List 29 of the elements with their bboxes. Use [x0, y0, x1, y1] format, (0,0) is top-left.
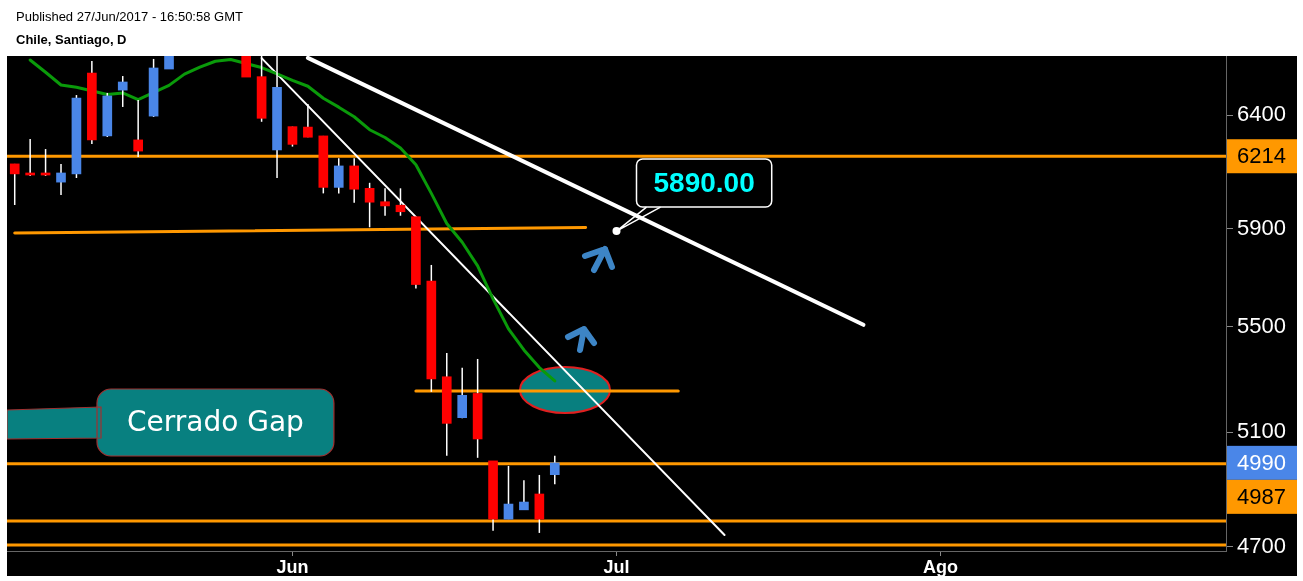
y-tick-label: 4700	[1237, 532, 1286, 558]
x-tick-label: Jul	[603, 556, 630, 577]
annotation: Cerrado Gap	[127, 404, 304, 438]
text: Published 27/Jun/2017 - 16:50:58 GMT	[16, 9, 243, 25]
candlestick	[380, 187, 390, 217]
candlestick	[303, 103, 313, 138]
annotation: 5890.00	[653, 166, 755, 198]
candlestick	[117, 75, 128, 108]
y-tick-label: 5900	[1237, 214, 1286, 240]
ref-line-label: 4987	[1237, 483, 1286, 509]
y-tick-label: 5100	[1237, 418, 1286, 444]
text: 4990	[1237, 449, 1286, 475]
candlestick	[519, 479, 529, 511]
candlestick	[9, 163, 20, 206]
ref-line-label: 6214	[1237, 143, 1286, 169]
x-tick-label: Ago	[923, 556, 959, 577]
candlestick	[457, 367, 468, 419]
candlestick	[133, 99, 143, 158]
chart-title: Chile, Santiago, D	[16, 32, 127, 48]
candlestick	[333, 157, 344, 195]
candlestick	[549, 455, 560, 486]
x-tick-label: Jun	[276, 556, 309, 577]
candlestick	[349, 157, 360, 204]
y-tick-label: 6400	[1237, 101, 1286, 127]
y-tick-label: 5500	[1237, 312, 1286, 338]
candlestick	[56, 163, 66, 196]
candlestick	[287, 125, 298, 148]
candlestick	[364, 182, 375, 229]
candlestick	[395, 187, 406, 217]
